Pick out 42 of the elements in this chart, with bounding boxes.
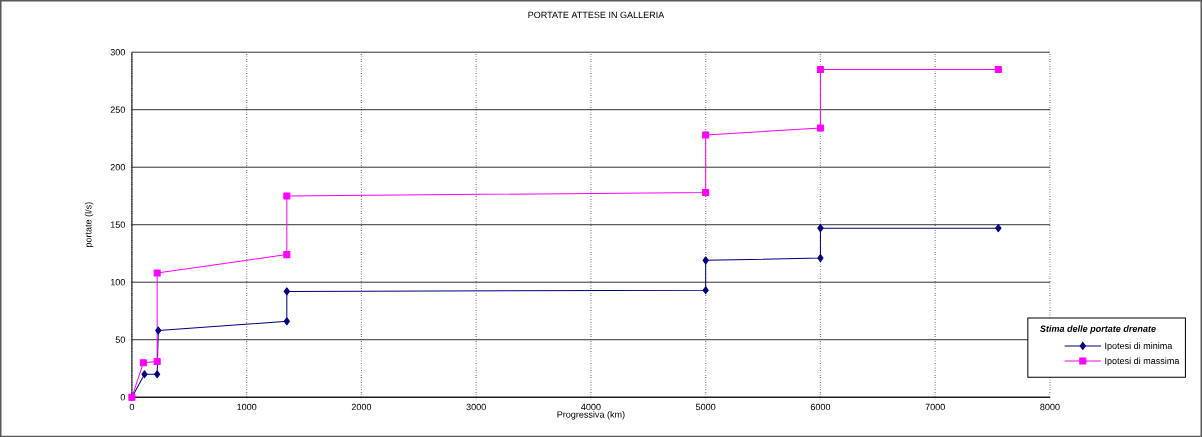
point <box>141 370 148 379</box>
x-tick-label: 4000 <box>581 403 601 411</box>
point <box>283 317 290 326</box>
point <box>283 250 291 258</box>
x-tick-label: 3000 <box>466 403 486 411</box>
y-tick-label: 100 <box>110 278 125 286</box>
x-tick-label: 8000 <box>1040 403 1060 411</box>
point <box>283 287 290 296</box>
y-tick-label: 0 <box>120 393 125 401</box>
point <box>816 124 824 132</box>
point <box>817 223 824 233</box>
x-tick-label: 0 <box>129 403 135 411</box>
x-axis-title: Progressiva (km) <box>557 410 625 420</box>
point <box>702 188 710 196</box>
chart-title: PORTATE ATTESE IN GALLERIA <box>528 11 665 18</box>
point <box>283 192 291 200</box>
point <box>153 357 161 365</box>
x-tick-label: 7000 <box>925 403 945 411</box>
y-tick-label: 250 <box>110 106 125 113</box>
y-tick-label: 50 <box>115 336 125 343</box>
x-tick-label: 6000 <box>810 403 831 411</box>
point <box>702 286 709 295</box>
x-tick-label: 1000 <box>237 403 257 411</box>
point <box>994 65 1002 73</box>
legend-label: Ipotesi di minima <box>1105 342 1173 351</box>
x-tick-label: 2000 <box>351 403 372 411</box>
point <box>995 223 1002 233</box>
point <box>139 359 147 367</box>
point <box>816 65 824 73</box>
point <box>702 131 710 139</box>
point <box>154 370 161 379</box>
y-tick-label: 200 <box>110 163 125 171</box>
y-axis-title: portate (l/s) <box>84 202 94 247</box>
point <box>155 326 162 335</box>
point <box>153 269 161 277</box>
point <box>702 256 709 265</box>
y-tick-label: 150 <box>110 221 125 228</box>
y-tick-label: 300 <box>110 48 125 56</box>
point <box>817 253 824 262</box>
legend-title: Stima delle portate drenate <box>1040 325 1156 334</box>
x-tick-label: 5000 <box>695 403 716 411</box>
legend-label: Ipotesi di massima <box>1105 357 1180 366</box>
